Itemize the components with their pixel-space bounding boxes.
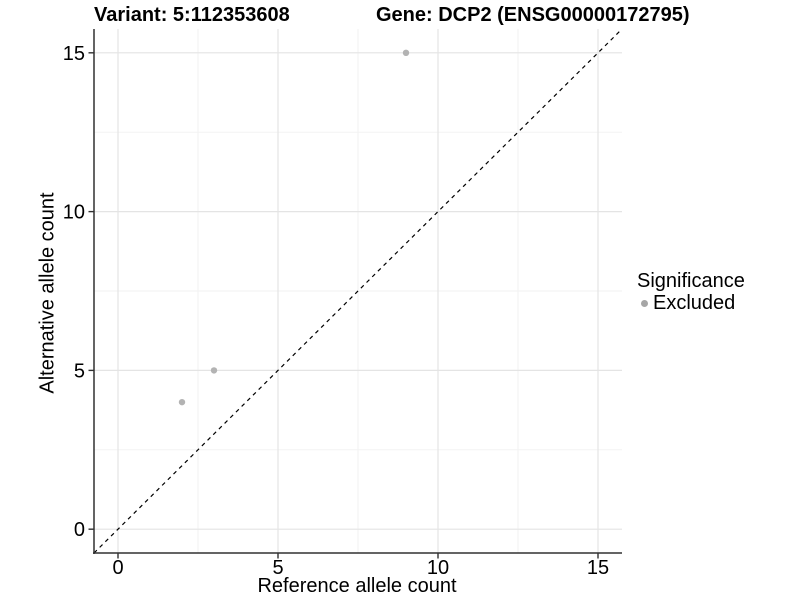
legend-item-label: Excluded <box>653 292 736 314</box>
y-tick-label: 0 <box>74 519 85 541</box>
x-tick-label: 5 <box>272 557 283 579</box>
y-tick-label: 10 <box>63 202 85 224</box>
legend-item-excluded: Excluded <box>637 292 745 315</box>
x-tick-label: 10 <box>427 557 449 579</box>
data-point <box>402 49 410 57</box>
legend-title: Significance <box>637 270 745 292</box>
data-point <box>178 398 186 406</box>
plot-title-gene: Gene: DCP2 (ENSG00000172795) <box>376 4 690 26</box>
x-tick-label: 0 <box>112 557 123 579</box>
x-tick-label: 15 <box>587 557 609 579</box>
x-axis-title: Reference allele count <box>257 575 457 597</box>
data-point <box>210 367 218 374</box>
y-axis-title: Alternative allele count <box>36 192 59 394</box>
identity-line <box>93 28 623 554</box>
y-tick-label: 5 <box>74 360 85 382</box>
legend-marker-icon <box>641 300 648 307</box>
y-tick-label: 15 <box>63 43 85 65</box>
plot-title-variant: Variant: 5:112353608 <box>94 4 290 26</box>
legend: Significance Excluded <box>637 270 745 315</box>
